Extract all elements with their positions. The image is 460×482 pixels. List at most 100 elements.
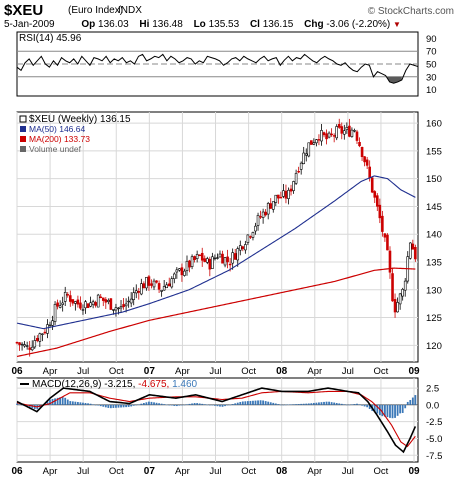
macd-histogram-bar [267, 401, 270, 405]
price-candle-body [297, 170, 300, 173]
macd-histogram-bar [201, 403, 204, 405]
price-candle-body [287, 189, 290, 199]
macd-histogram-bar [292, 404, 295, 405]
price-tick-label: 140 [426, 230, 442, 241]
price-x-tick-label: Apr [175, 366, 190, 377]
macd-histogram-bar [148, 401, 150, 405]
price-candle-body [145, 277, 148, 289]
price-tick-label: 145 [426, 202, 442, 213]
macd-histogram-bar [224, 404, 226, 407]
price-legend-swatch [19, 115, 27, 123]
price-candle-body [401, 289, 404, 297]
price-candle-body [228, 263, 232, 266]
price-candle-body [185, 260, 189, 271]
price-candle-body [274, 194, 278, 203]
price-candle-body [216, 257, 219, 259]
macd-x-tick-label: Jul [209, 466, 221, 477]
price-candle-body [249, 236, 252, 238]
macd-histogram-bar [300, 403, 303, 405]
macd-histogram-bar [399, 404, 402, 414]
macd-histogram-bar [307, 403, 310, 405]
macd-histogram-bar [84, 402, 87, 405]
price-candle-body [195, 254, 199, 259]
macd-histogram-bar [279, 404, 282, 406]
macd-histogram-bar [89, 403, 92, 405]
price-candle-body [200, 252, 204, 261]
price-candle-body [183, 270, 186, 276]
macd-histogram-bar [305, 403, 308, 405]
low-label: Lo [193, 19, 206, 30]
price-candle-body [101, 297, 105, 301]
price-legend: $XEU (Weekly) 136.15 [29, 114, 131, 125]
price-candle-body [208, 258, 212, 270]
macd-histogram-bar [373, 404, 376, 413]
quote-row: 5-Jan-2009 Op 136.03 Hi 136.48 Lo 135.53… [4, 19, 401, 30]
macd-histogram-bar [409, 400, 412, 405]
price-candle-body [378, 204, 382, 219]
macd-histogram-bar [378, 404, 381, 416]
macd-histogram-bar [376, 404, 379, 414]
price-candle-body [335, 126, 338, 139]
price-candle-body [259, 216, 262, 218]
close-label: Cl [249, 19, 260, 30]
macd-histogram-bar [333, 402, 336, 405]
index-name: (Euro Index) [68, 5, 124, 16]
price-candle-body [358, 141, 361, 147]
price-candle-body [203, 258, 207, 262]
ma50-legend: MA(50) 146.64 [29, 124, 85, 134]
price-candle-body [114, 307, 118, 311]
price-candle-body [256, 215, 260, 226]
price-candle-body [221, 253, 224, 264]
macd-histogram-bar [168, 404, 171, 406]
macd-x-tick-label: Jul [77, 466, 89, 477]
price-candle-body [360, 146, 364, 157]
macd-histogram-bar [295, 404, 298, 405]
price-candle-body [365, 159, 369, 166]
macd-histogram-bar [46, 401, 49, 405]
price-x-tick-label: 08 [276, 366, 288, 377]
macd-histogram-bar [221, 404, 224, 407]
price-candle-body [238, 245, 242, 251]
price-candle-body [269, 203, 273, 209]
macd-histogram-bar [117, 404, 120, 408]
price-candle-body [152, 280, 156, 288]
macd-histogram-bar [196, 403, 199, 405]
price-candle-body [190, 256, 194, 267]
macd-histogram-bar [104, 404, 107, 408]
price-candle-body [218, 253, 222, 258]
price-candle-body [150, 283, 153, 286]
macd-histogram-bar [323, 401, 325, 405]
price-candle-body [355, 131, 359, 141]
macd-histogram-bar [16, 403, 18, 405]
macd-histogram-bar [87, 403, 89, 405]
macd-histogram-bar [216, 404, 219, 407]
macd-histogram-bar [76, 402, 79, 405]
macd-histogram-bar [181, 404, 183, 406]
price-candle-body [58, 305, 62, 308]
macd-histogram-bar [239, 401, 242, 405]
macd-histogram-bar [264, 401, 267, 405]
change-label: Chg [304, 19, 324, 30]
price-candle-body [198, 254, 201, 257]
ma200-legend: MA(200) 133.73 [29, 134, 90, 144]
volume-legend-swatch [20, 146, 26, 152]
macd-histogram-bar [193, 403, 196, 405]
price-candle-body [155, 280, 158, 283]
price-candle-body [160, 290, 163, 292]
price-candle-body [76, 299, 80, 305]
macd-histogram-bar [386, 404, 389, 418]
macd-histogram-bar [99, 404, 102, 407]
macd-x-tick-label: Jul [342, 466, 354, 477]
macd-histogram-bar [203, 404, 206, 405]
price-x-tick-label: Oct [109, 366, 124, 377]
price-candle-body [157, 283, 161, 290]
rsi-legend: RSI(14) 45.96 [19, 33, 82, 44]
macd-histogram-bar [94, 404, 97, 406]
macd-histogram-bar [381, 404, 384, 417]
price-candle-body [96, 294, 100, 308]
price-candle-body [386, 234, 389, 251]
price-candle-body [266, 203, 270, 215]
macd-histogram-bar [389, 404, 391, 418]
macd-histogram-bar [160, 403, 163, 405]
